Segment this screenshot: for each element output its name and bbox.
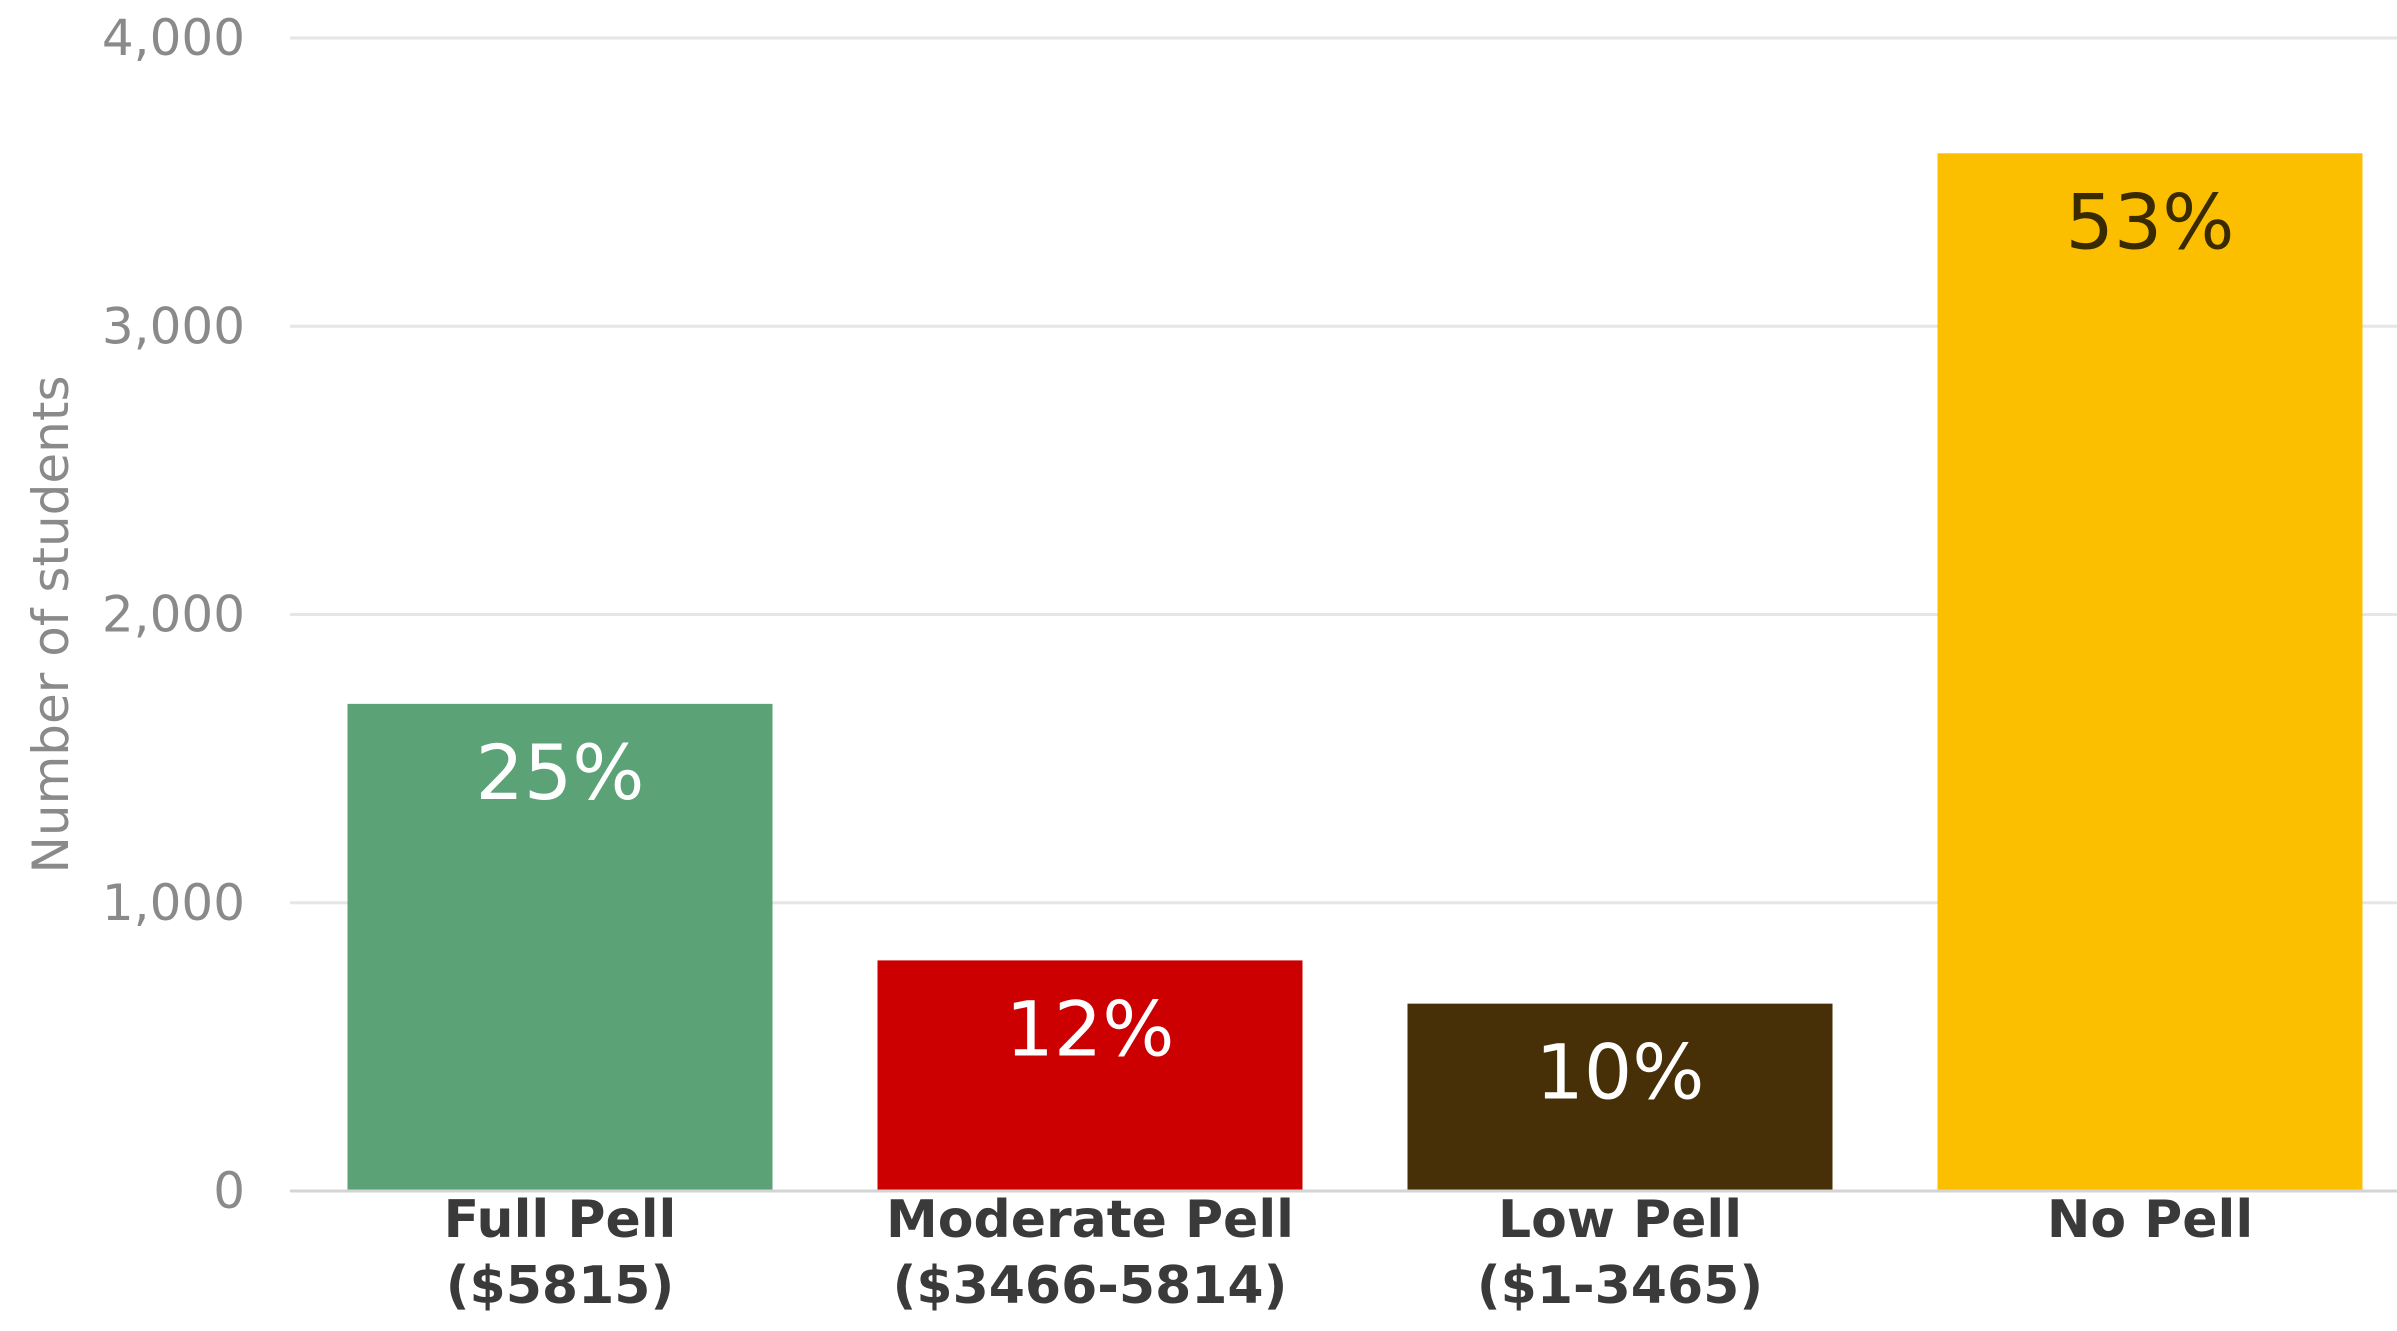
bar [1937,153,2363,1191]
data-labels: 25% 12% 10% 53% [476,177,2235,1116]
x-tick-label-line: No Pell [2047,1190,2253,1250]
bar [347,703,773,1191]
bar [1407,1003,1833,1191]
x-axis-category-labels: Full Pell ($5815) Moderate Pell ($3466-5814… [444,1190,2254,1316]
y-axis-tick-labels: 0 1,000 2,000 3,000 4,000 [102,9,245,1220]
y-tick-label: 4,000 [102,9,245,67]
data-label: 25% [476,728,645,817]
y-tick-label: 0 [213,1162,245,1220]
x-tick-label-line: Low Pell [1498,1190,1742,1250]
x-tick-label-line: Full Pell [444,1190,677,1250]
data-label: 53% [2066,177,2235,266]
x-tick-label: Full Pell ($5815) [444,1190,677,1316]
bars [347,153,2363,1191]
x-tick-label: No Pell [2047,1190,2253,1250]
x-tick-label: Moderate Pell ($3466-5814) [886,1190,1294,1316]
x-tick-label-line: ($1-3465) [1477,1256,1763,1316]
bar [877,960,1303,1191]
x-tick-label-line: ($3466-5814) [893,1256,1288,1316]
data-label: 10% [1536,1028,1705,1117]
x-tick-label-line: Moderate Pell [886,1190,1294,1250]
x-tick-label: Low Pell ($1-3465) [1477,1190,1763,1316]
y-tick-label: 3,000 [102,297,245,355]
x-tick-label-line: ($5815) [446,1256,674,1316]
y-tick-label: 2,000 [102,586,245,644]
data-label: 12% [1006,984,1175,1073]
y-axis-label: Number of students [22,375,80,873]
y-tick-label: 1,000 [102,874,245,932]
